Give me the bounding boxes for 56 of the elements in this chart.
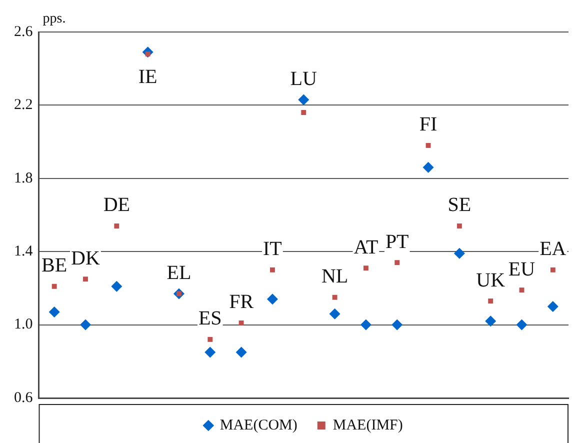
point <box>394 260 400 266</box>
y-tick-label: 1.4 <box>14 244 34 260</box>
point <box>301 110 306 115</box>
point <box>485 316 496 327</box>
point <box>111 280 122 292</box>
point <box>298 94 310 106</box>
point <box>329 308 340 320</box>
x-tick-label: FI <box>419 114 438 136</box>
x-tick-label: PT <box>385 230 409 253</box>
point <box>516 319 528 330</box>
point <box>114 224 120 228</box>
y-tick-label: 2.6 <box>14 24 34 40</box>
point <box>488 298 494 304</box>
x-tick-label: AT <box>354 236 378 258</box>
point <box>332 294 338 300</box>
x-tick-label: UK <box>476 269 506 292</box>
point <box>456 224 462 228</box>
point <box>83 276 88 282</box>
x-tick-label: DE <box>103 194 130 216</box>
point <box>547 301 558 312</box>
x-tick-label: EU <box>508 258 536 280</box>
legend-label: MAE(IMF) <box>332 417 403 434</box>
legend-label: MAE(COM) <box>220 417 298 434</box>
point <box>238 320 244 326</box>
point <box>208 336 213 342</box>
x-tick-label: FR <box>229 291 254 314</box>
x-tick-label: EL <box>166 262 192 284</box>
x-tick-label: BE <box>42 254 68 277</box>
x-tick-label: IT <box>263 238 282 260</box>
y-tick-label: 1.8 <box>14 170 33 186</box>
point <box>392 319 403 330</box>
point <box>422 162 434 173</box>
point <box>426 142 431 148</box>
point <box>363 266 368 271</box>
point <box>80 319 91 330</box>
point <box>204 346 216 358</box>
point <box>454 248 465 259</box>
point <box>270 267 275 272</box>
point <box>519 288 524 293</box>
point <box>48 306 60 318</box>
y-tick-label: 2.2 <box>14 97 33 114</box>
x-tick-label: NL <box>321 266 348 288</box>
x-tick-label: SE <box>448 194 472 216</box>
x-tick-label: IE <box>138 66 158 88</box>
point <box>360 319 372 330</box>
point <box>236 346 247 358</box>
y-axis-title: pps. <box>42 12 66 27</box>
x-tick-label: EA <box>540 238 567 260</box>
y-tick-label: 0.6 <box>14 390 34 406</box>
point <box>266 294 278 305</box>
x-tick-label: ES <box>198 308 222 330</box>
point <box>52 284 57 289</box>
point <box>550 267 556 272</box>
x-tick-label: LU <box>290 68 318 90</box>
y-tick-label: 1.0 <box>14 316 33 333</box>
x-tick-label: DK <box>71 247 100 270</box>
